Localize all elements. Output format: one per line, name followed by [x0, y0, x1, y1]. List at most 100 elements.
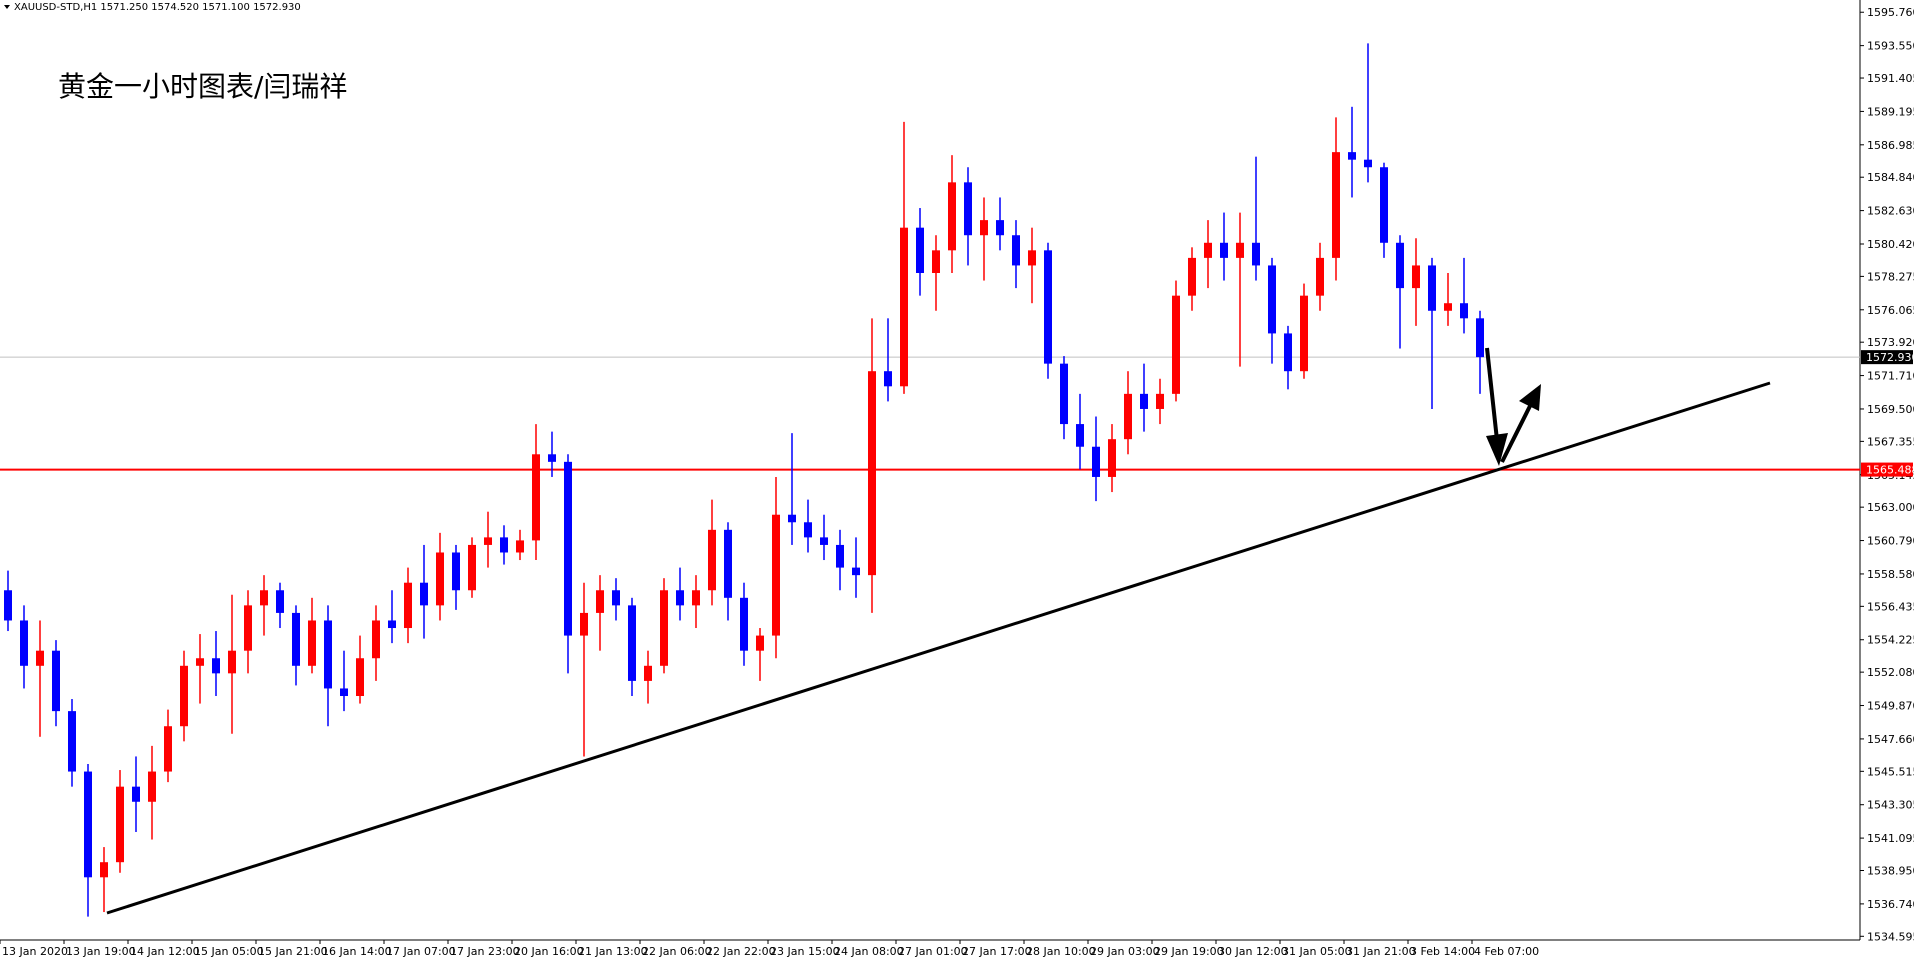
candle-body [1140, 393, 1148, 409]
y-tick-label: 1543.305 [1867, 799, 1914, 812]
y-tick-label: 1538.950 [1867, 865, 1914, 878]
x-tick-label: 29 Jan 03:00 [1090, 945, 1160, 958]
x-tick-label: 17 Jan 23:00 [450, 945, 520, 958]
candle-body [1476, 318, 1484, 358]
candle-body [468, 544, 476, 591]
candle-body [836, 544, 844, 568]
candle-body [564, 461, 572, 636]
x-tick-label: 30 Jan 12:00 [1218, 945, 1288, 958]
y-tick-label: 1595.760 [1867, 6, 1914, 19]
x-tick-label: 27 Jan 01:00 [898, 945, 968, 958]
x-tick-label: 22 Jan 06:00 [642, 945, 712, 958]
y-tick-label: 1573.920 [1867, 336, 1914, 349]
candle-body [68, 711, 76, 772]
candle-body [804, 522, 812, 538]
candle-body [1220, 242, 1228, 258]
candle-body [1044, 250, 1052, 364]
y-tick-label: 1584.840 [1867, 171, 1914, 184]
candle-body [596, 590, 604, 613]
candle-body [1396, 242, 1404, 289]
chart-title: 黄金一小时图表/闫瑞祥 [58, 70, 347, 103]
y-tick-label: 1547.660 [1867, 733, 1914, 746]
x-tick-label: 24 Jan 08:00 [834, 945, 904, 958]
x-tick-label: 28 Jan 10:00 [1026, 945, 1096, 958]
candle-body [308, 620, 316, 666]
x-tick-label: 27 Jan 17:00 [962, 945, 1032, 958]
y-tick-label: 1569.500 [1867, 403, 1914, 416]
trend-line [106, 381, 1771, 915]
candle-body [740, 597, 748, 651]
y-tick-label: 1593.550 [1867, 40, 1914, 53]
x-tick-label: 15 Jan 05:00 [194, 945, 264, 958]
x-tick-label: 20 Jan 16:00 [514, 945, 584, 958]
candle-body [916, 227, 924, 273]
candle-body [884, 371, 892, 387]
x-tick-label: 3 Feb 14:00 [1410, 945, 1475, 958]
candle-body [1092, 446, 1100, 477]
y-tick-label: 1578.275 [1867, 270, 1914, 283]
candle-body [100, 862, 108, 878]
candle-body [724, 529, 732, 598]
x-tick-label: 16 Jan 14:00 [322, 945, 392, 958]
candle-body [84, 771, 92, 878]
candle-body [260, 590, 268, 606]
candle-body [532, 454, 540, 541]
candle-body [516, 540, 524, 553]
arrow-down-shaft [1485, 347, 1499, 441]
x-tick-label: 13 Jan 2020 [2, 945, 68, 958]
current-price-label: 1572.930 [1866, 351, 1914, 364]
candle-body [164, 726, 172, 772]
header-icon [4, 5, 10, 9]
candle-body [1188, 257, 1196, 296]
candle-body [196, 658, 204, 666]
candle-body [180, 665, 188, 727]
candle-body [420, 582, 428, 606]
y-tick-label: 1552.080 [1867, 666, 1914, 679]
candle-body [1364, 159, 1372, 168]
candle-body [1156, 393, 1164, 409]
candle-body [356, 658, 364, 697]
candle-body [1236, 242, 1244, 258]
candle-body [292, 612, 300, 666]
x-tick-label: 14 Jan 12:00 [130, 945, 200, 958]
x-tick-label: 17 Jan 07:00 [386, 945, 456, 958]
candle-body [228, 650, 236, 674]
y-tick-label: 1541.095 [1867, 832, 1914, 845]
candle-body [772, 514, 780, 636]
candle-body [372, 620, 380, 659]
candle-body [948, 182, 956, 251]
candle-body [852, 567, 860, 576]
y-tick-label: 1545.515 [1867, 765, 1914, 778]
candle-body [964, 182, 972, 236]
x-tick-label: 22 Jan 22:00 [706, 945, 776, 958]
candle-body [980, 220, 988, 236]
candle-body [1108, 439, 1116, 477]
candle-body [1252, 242, 1260, 266]
level-label: 1565.488 [1866, 464, 1914, 477]
x-tick-label: 23 Jan 15:00 [770, 945, 840, 958]
candle-body [676, 590, 684, 606]
candle-body [548, 454, 556, 462]
current-price-box [1861, 350, 1913, 365]
y-tick-label: 1563.000 [1867, 501, 1914, 514]
y-tick-label: 1554.225 [1867, 634, 1914, 647]
candle-body [996, 220, 1004, 236]
candle-body [1300, 295, 1308, 372]
y-tick-label: 1560.790 [1867, 535, 1914, 548]
candle-body [1124, 393, 1132, 440]
candle-body [212, 658, 220, 674]
arrow-down-head [1486, 433, 1508, 466]
y-tick-label: 1558.580 [1867, 568, 1914, 581]
candle-body [1428, 265, 1436, 311]
candle-body [1204, 242, 1212, 258]
candle-body [868, 371, 876, 576]
candle-body [1380, 167, 1388, 243]
candle-body [820, 537, 828, 545]
candle-body [1316, 257, 1324, 296]
candle-body [692, 590, 700, 606]
candle-body [612, 590, 620, 606]
x-tick-label: 13 Jan 19:00 [66, 945, 136, 958]
